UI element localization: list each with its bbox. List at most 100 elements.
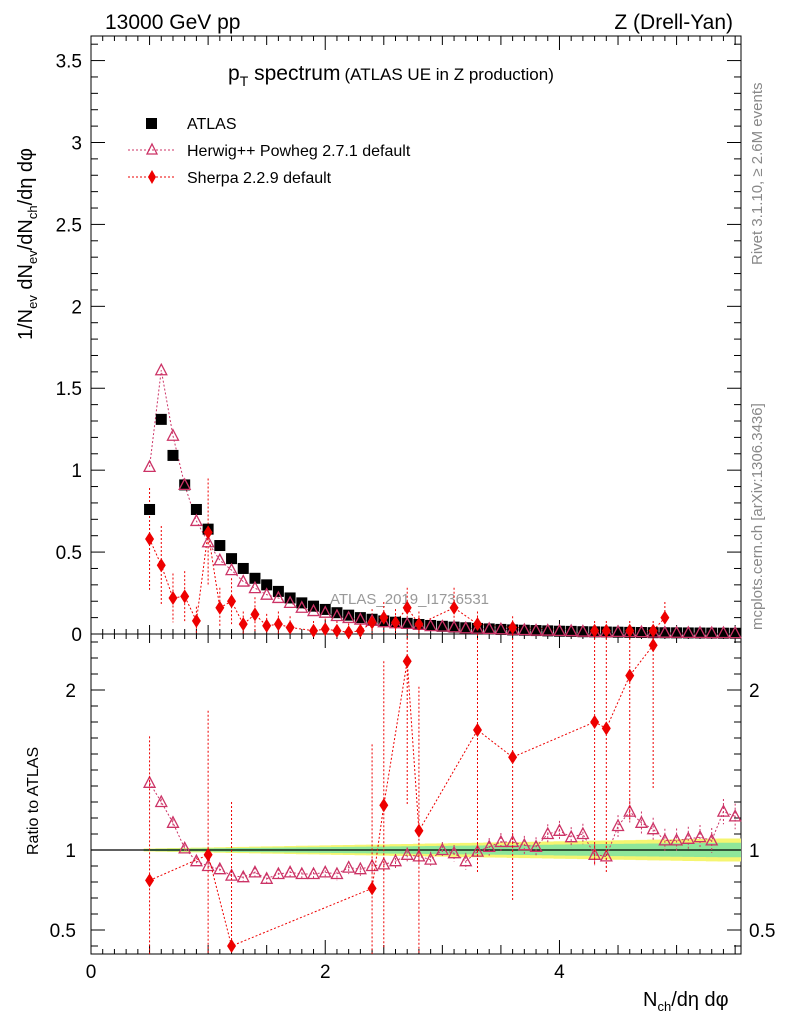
ratio-panel-frame — [90, 633, 742, 955]
herwig-point-ratio — [634, 815, 649, 828]
ylabel-part4: /dN — [15, 219, 37, 250]
sherpa-point — [508, 620, 518, 635]
herwig-point-ratio — [564, 829, 578, 843]
main-plot-data — [142, 362, 742, 640]
sherpa-point — [215, 600, 225, 615]
herwig-point-ratio — [693, 829, 707, 843]
y-tick-label-ratio-right: 1 — [749, 841, 760, 862]
herwig-point-ratio — [236, 869, 250, 883]
herwig-point-ratio — [283, 864, 297, 878]
herwig-point — [201, 534, 215, 548]
herwig-point — [716, 625, 731, 639]
x-tick-label: 2 — [320, 962, 331, 983]
xlabel-main: N — [643, 989, 657, 1011]
herwig-point-ratio — [670, 832, 684, 846]
herwig-point-ratio — [400, 847, 414, 860]
atlas-point — [553, 625, 565, 637]
herwig-point-ratio — [318, 864, 332, 878]
sherpa-point — [601, 623, 611, 638]
herwig-point-ratio — [330, 866, 344, 880]
legend: ATLAS Herwig++ Powheg 2.7.1 default Sher… — [128, 116, 411, 187]
herwig-point — [494, 621, 508, 635]
sherpa-point-ratio — [367, 881, 377, 896]
atlas-point — [226, 553, 238, 565]
x-axis-label: Nch/dη dφ — [643, 989, 729, 1014]
y-axis-label-ratio: Ratio to ATLAS — [25, 747, 42, 855]
watermark: ATLAS_2019_I1736531 — [330, 591, 489, 608]
sherpa-point — [332, 623, 342, 638]
herwig-point-ratio — [435, 842, 449, 856]
sherpa-point — [402, 600, 412, 615]
atlas-point — [237, 562, 249, 574]
sherpa-point — [660, 610, 670, 625]
atlas-point — [518, 624, 530, 636]
herwig-point — [166, 428, 180, 441]
atlas-point — [354, 612, 366, 624]
herwig-point — [681, 625, 695, 639]
atlas-point — [483, 623, 495, 635]
ylabel-part6: /dη dφ — [15, 148, 37, 205]
atlas-point — [155, 413, 167, 425]
herwig-point-ratio — [470, 844, 485, 857]
herwig-point — [517, 622, 531, 636]
herwig-point-ratio — [388, 853, 403, 867]
herwig-point — [482, 621, 496, 635]
herwig-point-ratio — [529, 839, 543, 852]
herwig-point — [189, 513, 203, 527]
sherpa-point — [262, 618, 272, 633]
herwig-point — [213, 552, 227, 566]
herwig-point-ratio — [599, 848, 613, 862]
atlas-point — [343, 609, 355, 621]
sherpa-point — [191, 613, 201, 628]
sherpa-point-ratio — [227, 939, 237, 953]
herwig-point — [260, 587, 274, 600]
y-tick-label-main: 1.5 — [56, 379, 82, 400]
atlas-point — [144, 503, 156, 515]
herwig-point — [224, 562, 239, 576]
ylabel-part3: ev — [25, 250, 40, 264]
herwig-point-ratio — [248, 864, 262, 878]
atlas-point — [635, 627, 647, 639]
sherpa-point — [227, 594, 237, 609]
header-left: 13000 GeV pp — [105, 11, 240, 34]
sherpa-point — [590, 623, 600, 638]
sherpa-point — [250, 607, 260, 622]
atlas-point — [319, 603, 331, 615]
herwig-point-ratio — [494, 834, 508, 848]
xlabel-sub: ch — [657, 999, 671, 1014]
herwig-point-ratio — [681, 831, 695, 844]
sherpa-point — [344, 625, 354, 640]
sherpa-point — [156, 558, 166, 573]
herwig-point-ratio — [658, 832, 672, 846]
herwig-point — [400, 616, 414, 629]
title-suffix: (ATLAS UE in Z production) — [344, 65, 553, 84]
xlabel-rest: /dη dφ — [671, 989, 728, 1011]
sherpa-point-ratio — [414, 823, 424, 838]
atlas-point — [249, 572, 261, 584]
atlas-point — [214, 540, 226, 552]
sherpa-point — [238, 617, 248, 632]
sherpa-point-ratio — [145, 873, 155, 888]
herwig-point — [283, 595, 297, 609]
sherpa-point-ratio — [601, 721, 611, 736]
herwig-point-ratio — [166, 815, 180, 828]
herwig-point — [142, 459, 157, 473]
atlas-point — [565, 625, 577, 637]
y-axis-label-main: 1/Nev dNev/dNch/dη dφ — [15, 148, 40, 340]
atlas-point — [190, 503, 202, 515]
sherpa-point — [472, 617, 482, 632]
herwig-point-ratio — [541, 826, 555, 840]
y-tick-label-ratio-right: 0.5 — [749, 921, 775, 942]
herwig-point-ratio — [517, 837, 531, 851]
sherpa-point — [309, 623, 319, 638]
herwig-point — [342, 610, 356, 624]
sherpa-point — [648, 623, 658, 638]
sherpa-point — [203, 525, 213, 540]
herwig-point — [154, 362, 168, 376]
herwig-point — [447, 619, 461, 633]
herwig-point — [658, 625, 672, 638]
y-tick-label-main: 3.5 — [56, 52, 82, 73]
sherpa-point — [285, 620, 295, 635]
title-rest: spectrum — [248, 62, 340, 85]
herwig-point — [178, 477, 192, 491]
